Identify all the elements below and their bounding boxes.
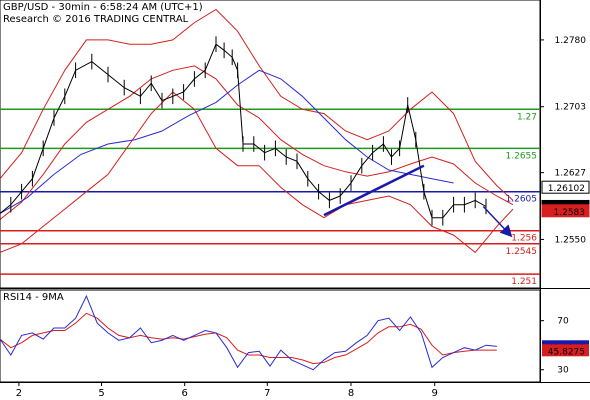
rsi-panel — [0, 289, 541, 383]
price-tick-label-2: 1.2627 — [555, 169, 587, 179]
chart-header-symbol: GBP/USD - 30min - 6:58:24 AM (UTC+1) — [3, 2, 203, 13]
bollinger-middle — [0, 65, 514, 220]
moving-average-line — [0, 69, 454, 214]
level-label-5: 1.251 — [511, 277, 537, 287]
rsi-panel-title: RSI14 - 9MA — [3, 292, 64, 303]
x-axis-ticks: 2 5 6 7 8 9 — [16, 382, 438, 399]
x-tick-label-0: 2 — [16, 388, 22, 399]
level-label-bg-3 — [504, 231, 539, 243]
price-y-ticks: 1.2780 1.2703 1.2627 1.2550 — [540, 36, 587, 245]
rsi-badge-1 — [542, 344, 589, 357]
rsi-badge-label-1: 45.8275 — [548, 347, 585, 357]
rsi-tick-label-1: 30 — [557, 366, 569, 376]
trendline-0 — [323, 164, 425, 217]
x-tick-label-2: 6 — [181, 388, 187, 399]
bollinger-upper — [0, 8, 514, 201]
x-tick-label-4: 8 — [348, 388, 354, 399]
rsi-line — [0, 294, 497, 371]
level-label-2: 1.2605 — [506, 195, 538, 205]
bollinger-bands — [0, 8, 514, 254]
support-resistance-levels: 1.27 1.2655 1.2605 1.256 1.2545 1.251 — [0, 108, 540, 287]
price-badge-label-0: 1.26102 — [548, 184, 585, 194]
level-label-bg-0 — [504, 110, 539, 122]
level-label-bg-1 — [504, 149, 539, 161]
level-label-bg-5 — [504, 275, 539, 287]
x-tick-label-5: 9 — [432, 388, 438, 399]
rsi-ma-line — [0, 312, 497, 365]
x-tick-label-3: 7 — [264, 388, 270, 399]
price-badge-label-2: 1.2583 — [554, 208, 586, 218]
moving-average — [0, 69, 454, 214]
level-label-bg-2 — [504, 192, 539, 204]
x-tick-label-1: 5 — [98, 388, 104, 399]
price-panel — [0, 0, 541, 289]
level-label-0: 1.27 — [517, 112, 537, 122]
rsi-series — [0, 294, 497, 371]
rsi-y-ticks: 70 30 — [540, 317, 569, 376]
level-label-bg-4 — [504, 244, 539, 256]
price-tick-label-0: 1.2780 — [555, 36, 587, 46]
level-label-1: 1.2655 — [506, 151, 538, 161]
bollinger-lower — [0, 91, 514, 254]
price-series — [0, 36, 487, 226]
forecast-arrow — [482, 205, 513, 238]
price-badge-0 — [541, 180, 590, 194]
trendlines — [323, 164, 513, 238]
price-tick-label-3: 1.2550 — [555, 235, 587, 245]
price-badge-2 — [541, 204, 590, 218]
level-label-4: 1.2545 — [506, 247, 538, 257]
level-label-3: 1.256 — [511, 234, 537, 244]
price-tick-label-1: 1.2703 — [555, 103, 587, 113]
chart-header-copyright: Research © 2016 TRADING CENTRAL — [3, 14, 189, 25]
rsi-tick-label-0: 70 — [557, 317, 569, 327]
rsi-badges: 49.124345.8275 — [542, 340, 589, 357]
